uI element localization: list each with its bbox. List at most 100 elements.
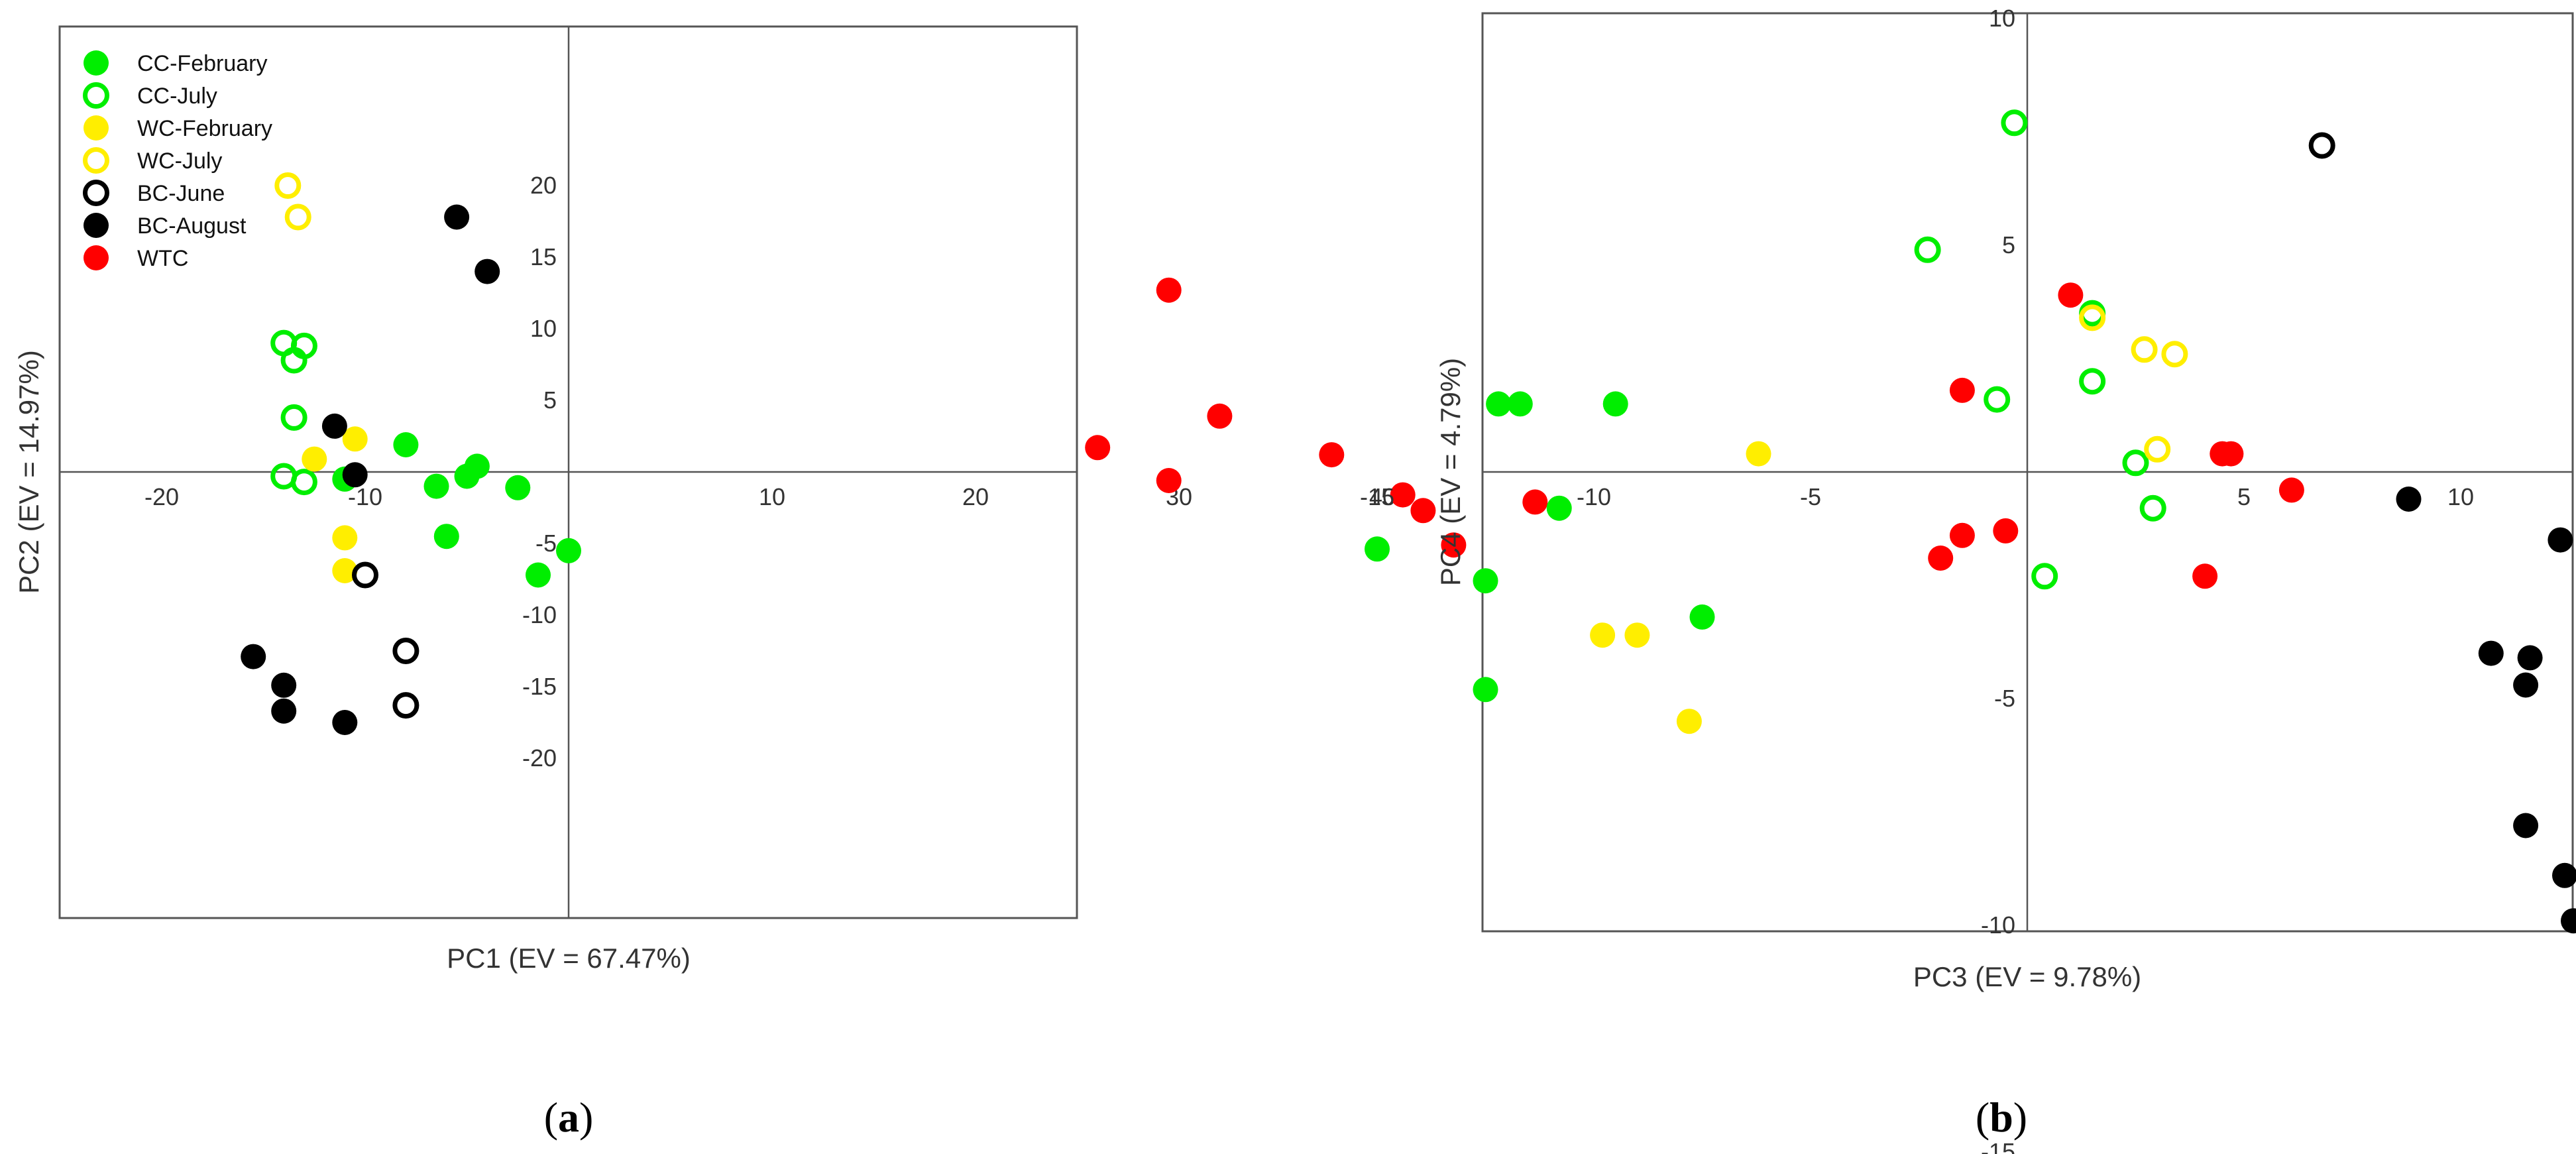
legend-label-bc_aug: BC-August: [137, 213, 247, 239]
legend-label-wc_feb: WC-February: [137, 116, 272, 141]
panel-b-label: (b): [1976, 1094, 2027, 1141]
point-wtc: [1319, 442, 1345, 468]
point-bc_aug: [475, 259, 500, 284]
point-wtc: [1156, 468, 1182, 493]
point-bc_aug: [271, 672, 297, 698]
point-wtc: [1156, 277, 1182, 303]
point-bc_aug: [2517, 645, 2543, 671]
point-wtc: [1928, 546, 1954, 571]
point-bc_aug: [2548, 527, 2573, 553]
y-tick-label: 10: [530, 315, 557, 342]
point-cc_jul: [280, 347, 308, 374]
panel-b-y-axis-title: PC4 (EV = 4.79%): [1435, 358, 1466, 586]
point-cc_feb: [1473, 568, 1498, 594]
legend-marker-wc_jul: [83, 147, 109, 174]
point-wtc: [1410, 498, 1436, 524]
point-cc_feb: [1507, 391, 1533, 417]
point-bc_aug: [332, 710, 358, 735]
point-wc_feb: [342, 426, 368, 452]
point-bc_aug: [271, 698, 297, 724]
panel-b-data-points: [1365, 109, 2576, 934]
y-tick-label: -5: [535, 530, 557, 557]
point-bc_aug: [321, 413, 347, 439]
point-cc_jul: [280, 404, 308, 431]
point-wc_feb: [1590, 622, 1616, 648]
point-wc_jul: [2161, 341, 2188, 368]
point-cc_feb: [1602, 391, 1628, 417]
point-cc_feb: [556, 538, 581, 563]
point-cc_feb: [505, 475, 531, 500]
point-cc_jul: [2001, 109, 2028, 137]
panel-b-tick-labels: -15-10-55101515105-5-10-15: [1360, 5, 2474, 1154]
point-wc_feb: [302, 446, 327, 472]
point-bc_aug: [342, 462, 368, 488]
y-tick-label: -20: [522, 744, 557, 772]
y-tick-label: -5: [1994, 685, 2015, 712]
panel-a-data-points: [241, 172, 1548, 735]
point-wc_jul: [2144, 435, 2171, 463]
point-wc_jul: [274, 172, 302, 199]
point-cc_jul: [2031, 563, 2058, 590]
point-cc_feb: [433, 524, 459, 549]
point-bc_jun: [2308, 132, 2335, 159]
point-wtc: [1085, 435, 1111, 461]
point-cc_feb: [1486, 391, 1512, 417]
point-cc_jul: [2079, 368, 2106, 395]
point-bc_jun: [352, 561, 378, 589]
point-wtc: [1993, 518, 2019, 544]
point-wtc: [2058, 282, 2084, 308]
point-bc_aug: [2552, 862, 2576, 888]
point-cc_feb: [1546, 495, 1572, 521]
point-wc_feb: [332, 558, 358, 583]
x-tick-label: 10: [2447, 483, 2474, 510]
point-cc_feb: [393, 432, 419, 457]
y-tick-label: 5: [2002, 231, 2015, 259]
y-tick-label: -10: [1981, 911, 2015, 939]
point-wc_jul: [2131, 336, 2158, 363]
point-wc_feb: [1746, 441, 1771, 467]
point-cc_jul: [2122, 449, 2149, 477]
point-bc_jun: [392, 638, 420, 664]
point-wtc: [1949, 377, 1975, 403]
panel-a-label: (a): [544, 1094, 594, 1141]
legend: CC-February CC-July WC-February WC-July BC-J…: [83, 50, 272, 271]
point-cc_feb: [526, 562, 551, 588]
x-tick-label: -10: [1577, 483, 1611, 510]
y-tick-label: -15: [1981, 1138, 2015, 1154]
point-wtc: [1949, 522, 1975, 548]
point-wc_feb: [332, 525, 358, 551]
point-bc_jun: [392, 692, 420, 719]
y-tick-label: 15: [530, 243, 557, 270]
point-bc_aug: [2478, 640, 2504, 666]
point-wtc: [1207, 403, 1233, 429]
y-tick-label: 5: [543, 386, 557, 414]
x-tick-label: -15: [1360, 483, 1394, 510]
point-bc_aug: [444, 204, 470, 230]
point-bc_aug: [2396, 487, 2422, 512]
x-tick-label: 10: [759, 483, 785, 510]
point-wc_feb: [1676, 709, 1702, 734]
point-cc_jul: [290, 469, 317, 496]
point-bc_aug: [2513, 813, 2539, 838]
panel-b-x-axis-title: PC3 (EV = 9.78%): [1913, 961, 2141, 992]
legend-marker-cc_feb: [84, 50, 109, 76]
y-tick-label: -10: [522, 601, 557, 628]
point-cc_jul: [1984, 386, 2011, 413]
point-wtc: [1522, 489, 1548, 515]
point-bc_aug: [2513, 672, 2539, 698]
legend-marker-bc_aug: [84, 213, 109, 238]
y-tick-label: 10: [1989, 5, 2015, 32]
point-wc_feb: [1624, 622, 1650, 648]
legend-label-bc_jun: BC-June: [137, 181, 225, 206]
legend-marker-wtc: [84, 245, 109, 270]
point-cc_feb: [1365, 536, 1390, 562]
point-cc_jul: [1914, 236, 1941, 263]
legend-marker-cc_jul: [83, 82, 109, 109]
x-tick-label: 5: [2237, 483, 2251, 510]
point-cc_feb: [1473, 677, 1498, 703]
legend-label-cc_jul: CC-July: [137, 84, 217, 109]
point-wtc: [2278, 477, 2304, 503]
